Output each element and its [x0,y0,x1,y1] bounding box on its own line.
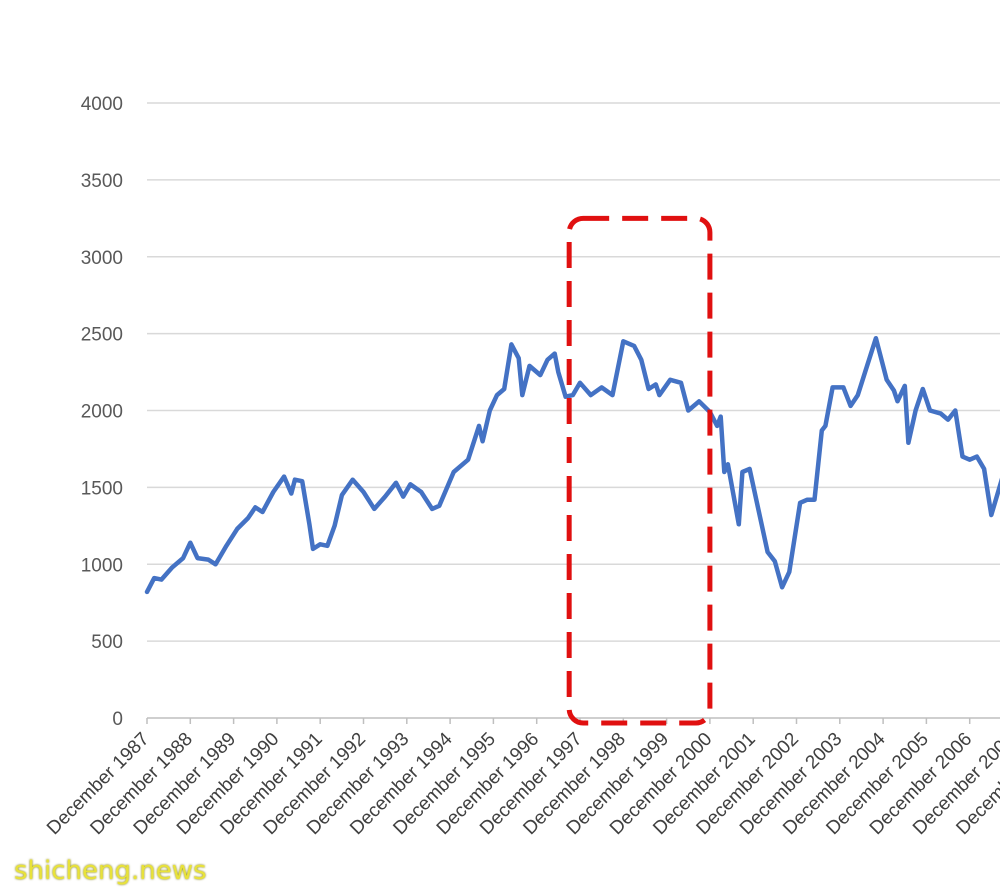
y-tick-label: 1000 [81,555,123,576]
y-tick-label: 0 [112,709,123,730]
y-axis: 0 500 1000 1500 2000 2500 3000 3500 4000 [81,94,123,730]
highlight-layer [566,215,713,726]
series-line [144,335,1000,595]
y-tick-label: 1500 [81,478,123,499]
series-layer [144,335,1000,595]
y-tick-label: 3500 [81,171,123,192]
gridlines [147,102,1000,642]
watermark-text: shicheng.news [14,856,207,886]
highlight-box [566,215,713,726]
y-tick-label: 2000 [81,402,123,423]
y-tick-label: 500 [91,632,123,653]
y-tick-label: 3000 [81,248,123,269]
y-tick-label: 4000 [81,94,123,115]
y-tick-label: 2500 [81,325,123,346]
